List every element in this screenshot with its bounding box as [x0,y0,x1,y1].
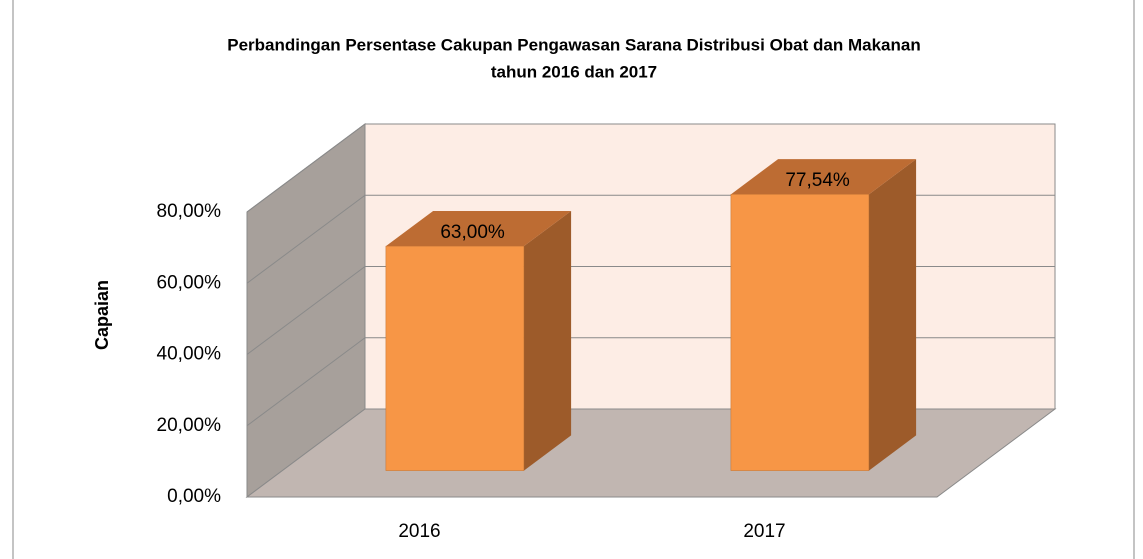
chart-subtitle: tahun 2016 dan 2017 [491,62,657,81]
y-axis-label: Capaian [92,280,112,350]
grid-line [246,266,366,355]
bar-top [385,210,572,247]
y-tick-label: 0,00% [167,486,221,507]
floor [245,408,1057,498]
y-tick-label: 80,00% [157,201,222,222]
data-label: 63,00% [440,222,505,243]
y-tick-label: 40,00% [157,344,222,365]
chart-title: Perbandingan Persentase Cakupan Pengawas… [227,35,920,54]
bar-top [730,159,917,195]
bar [730,159,917,471]
y-tick-label: 60,00% [157,272,222,293]
bar [385,210,572,471]
grid-line [246,123,366,213]
bar-side [523,210,572,471]
x-tick-label: 2016 [398,521,440,542]
grid-line [246,194,366,284]
data-label: 77,54% [785,170,850,191]
bar-front [385,245,525,471]
y-tick-label: 20,00% [157,415,222,436]
x-tick-label: 2017 [743,521,785,542]
bar-side [868,159,917,471]
grid-line [246,337,366,427]
bar-front [730,194,870,471]
